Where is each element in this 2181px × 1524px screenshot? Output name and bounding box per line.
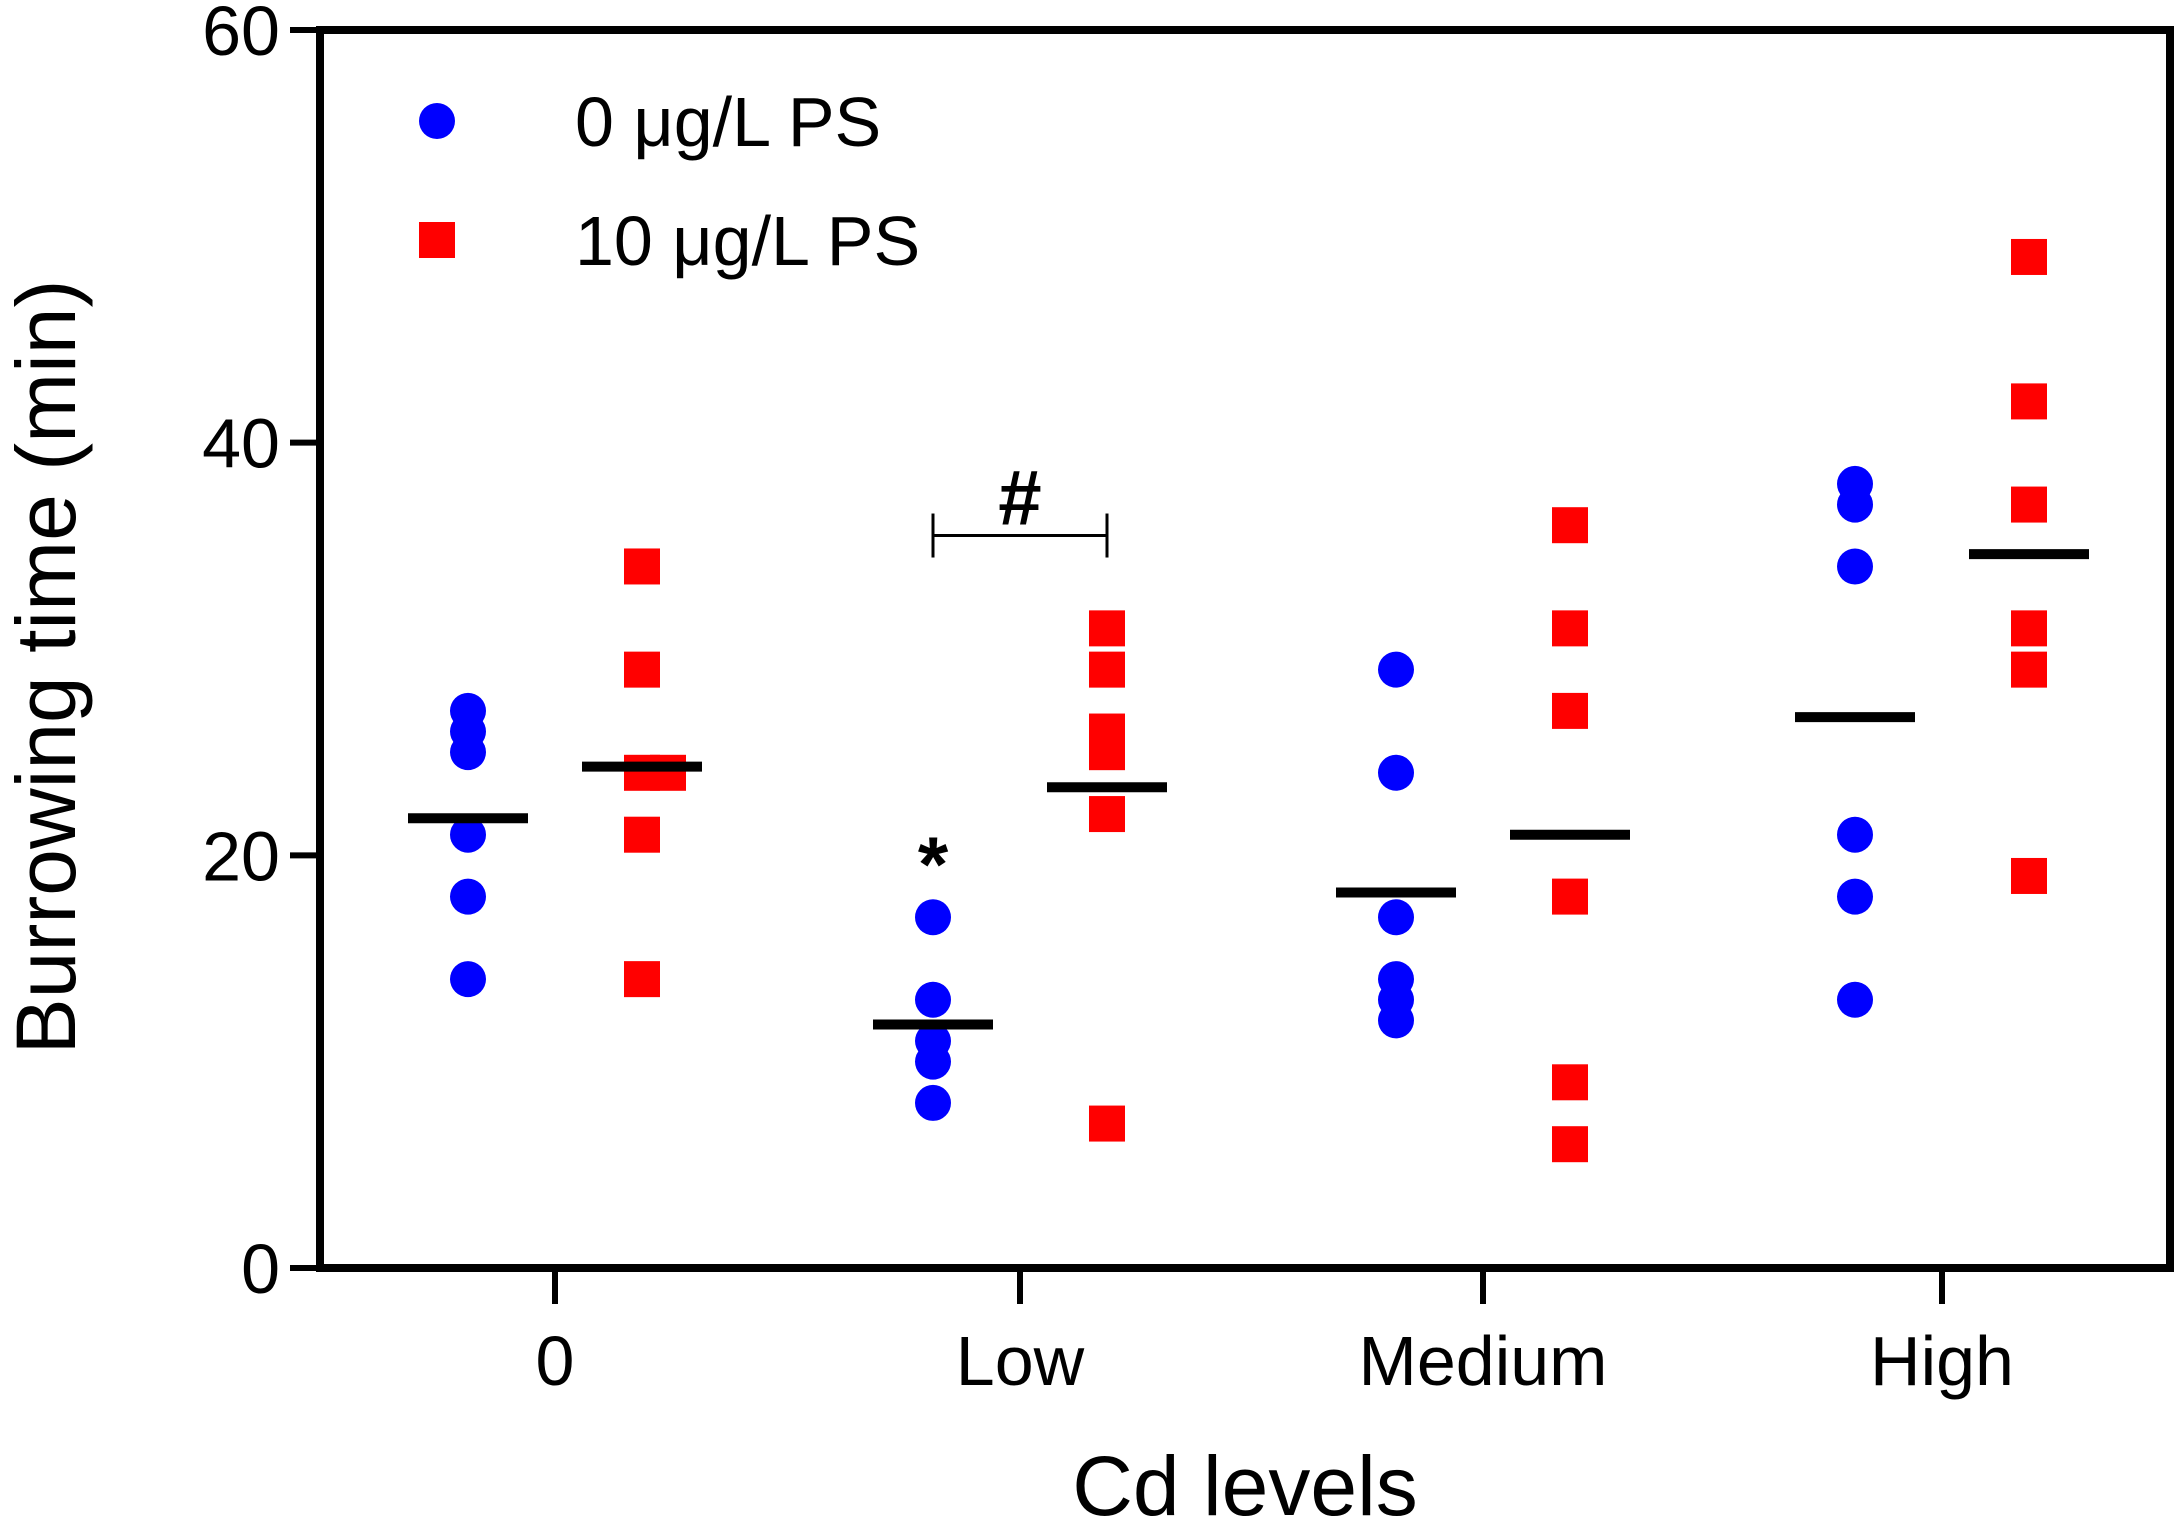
point-10-ug-ps-low-1 [1089,651,1125,688]
mean-lines [408,549,2089,1030]
legend-label-10-ug-ps: 10 μg/L PS [575,202,920,280]
point-0-ug-ps-high-5 [1837,981,1873,1018]
point-10-ug-ps-high-0 [2011,238,2047,275]
x-tick-label-low: Low [956,1322,1085,1400]
point-0-ug-ps-low-4 [915,1084,951,1121]
point-10-ug-ps-0-4 [624,816,660,853]
y-tick-label-20: 20 [202,817,280,895]
point-10-ug-ps-0-1 [624,651,660,688]
y-tick-label-40: 40 [202,405,280,483]
point-0-ug-ps-low-0 [915,899,951,936]
plot-border [316,26,2174,1272]
plot-frame [316,26,2174,1272]
point-10-ug-ps-medium-4 [1552,1064,1588,1101]
x-axis: 0 Low Medium High [536,1268,2014,1400]
point-10-ug-ps-low-3 [1089,734,1125,771]
y-axis-title: Burrowing time (min) [0,280,93,1055]
point-0-ug-ps-0-4 [450,878,486,915]
point-0-ug-ps-medium-2 [1378,899,1414,936]
point-0-ug-ps-medium-5 [1378,1002,1414,1039]
point-10-ug-ps-0-0 [624,548,660,585]
point-10-ug-ps-0-3 [650,754,686,791]
point-0-ug-ps-high-1 [1837,465,1873,502]
point-10-ug-ps-medium-3 [1552,878,1588,915]
point-10-ug-ps-high-3 [2011,610,2047,647]
point-10-ug-ps-high-2 [2011,486,2047,523]
point-10-ug-ps-medium-2 [1552,692,1588,729]
y-tick-label-0: 0 [241,1230,280,1308]
point-0-ug-ps-low-3 [915,1043,951,1080]
point-0-ug-ps-0-2 [450,692,486,729]
point-0-ug-ps-low-1 [915,981,951,1018]
point-10-ug-ps-medium-1 [1552,610,1588,647]
significance-asterisk: * [918,820,949,908]
point-10-ug-ps-high-1 [2011,383,2047,420]
point-0-ug-ps-medium-0 [1378,651,1414,688]
x-tick-label-0: 0 [536,1322,575,1400]
legend-marker-10-ug-ps [419,222,455,258]
point-10-ug-ps-high-4 [2011,651,2047,688]
point-0-ug-ps-high-2 [1837,548,1873,585]
point-0-ug-ps-0-3 [450,816,486,853]
point-10-ug-ps-medium-0 [1552,507,1588,544]
point-0-ug-ps-medium-1 [1378,754,1414,791]
point-0-ug-ps-0-1 [450,734,486,771]
annotations: *# [918,453,1109,908]
point-0-ug-ps-0-5 [450,961,486,998]
y-tick-label-60: 60 [202,0,280,70]
significance-hash: # [998,453,1041,541]
legend-marker-0-ug-ps [419,103,455,139]
point-10-ug-ps-0-5 [624,961,660,998]
point-10-ug-ps-low-4 [1089,796,1125,833]
data-points [450,238,2047,1163]
point-10-ug-ps-low-5 [1089,1105,1125,1142]
x-tick-label-medium: Medium [1359,1322,1608,1400]
point-10-ug-ps-low-0 [1089,610,1125,647]
point-10-ug-ps-high-5 [2011,857,2047,894]
x-tick-label-high: High [1870,1322,2014,1400]
x-axis-title: Cd levels [1072,1439,1417,1524]
legend: 0 μg/L PS 10 μg/L PS [419,83,920,280]
y-axis: 0 20 40 60 [202,0,320,1308]
point-0-ug-ps-high-4 [1837,878,1873,915]
point-10-ug-ps-medium-5 [1552,1126,1588,1163]
legend-label-0-ug-ps: 0 μg/L PS [575,83,881,161]
point-0-ug-ps-high-3 [1837,816,1873,853]
